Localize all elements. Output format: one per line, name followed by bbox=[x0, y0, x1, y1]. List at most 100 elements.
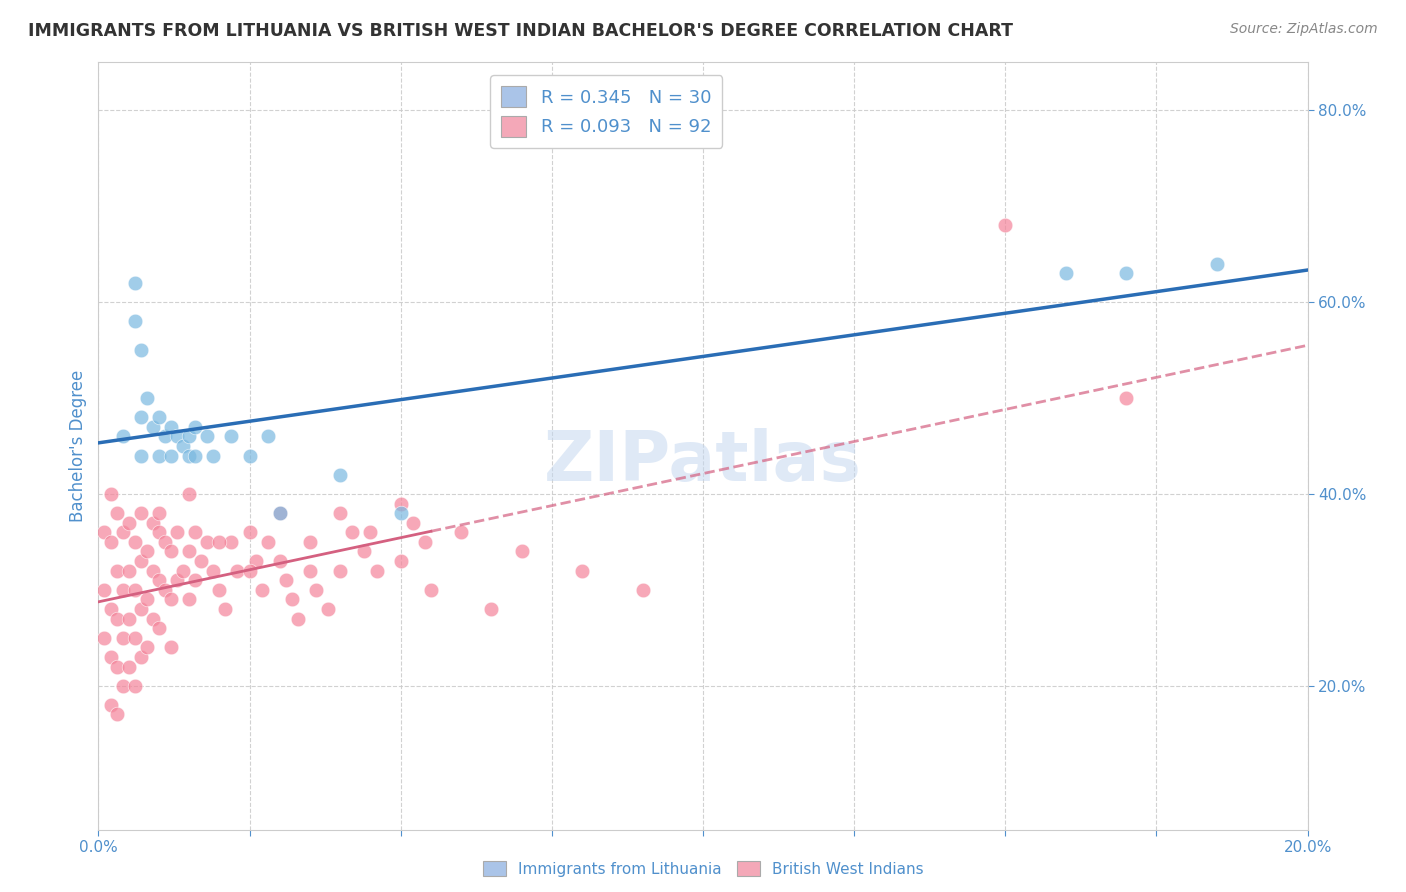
Point bbox=[153, 582, 176, 597]
Point bbox=[413, 535, 436, 549]
Point bbox=[111, 525, 134, 540]
Point bbox=[105, 707, 128, 722]
Point bbox=[129, 554, 152, 568]
Point bbox=[124, 631, 146, 645]
Point bbox=[179, 544, 201, 558]
Point bbox=[221, 429, 243, 443]
Point bbox=[389, 496, 412, 510]
Point bbox=[105, 659, 128, 673]
Point bbox=[148, 410, 170, 425]
Point bbox=[256, 535, 278, 549]
Point bbox=[93, 631, 115, 645]
Point bbox=[184, 420, 207, 434]
Point bbox=[287, 612, 309, 626]
Point bbox=[142, 564, 165, 578]
Point bbox=[111, 429, 134, 443]
Point bbox=[135, 391, 157, 405]
Point bbox=[179, 487, 201, 501]
Point bbox=[100, 649, 122, 664]
Point bbox=[179, 592, 201, 607]
Y-axis label: Bachelor's Degree: Bachelor's Degree bbox=[69, 370, 87, 522]
Point bbox=[450, 525, 472, 540]
Point bbox=[166, 525, 188, 540]
Point bbox=[184, 574, 207, 588]
Text: Source: ZipAtlas.com: Source: ZipAtlas.com bbox=[1230, 22, 1378, 37]
Point bbox=[166, 574, 188, 588]
Text: ZIPatlas: ZIPatlas bbox=[544, 428, 862, 495]
Point bbox=[118, 612, 141, 626]
Point bbox=[124, 314, 146, 328]
Point bbox=[100, 602, 122, 616]
Point bbox=[195, 429, 218, 443]
Point bbox=[305, 582, 328, 597]
Point bbox=[124, 582, 146, 597]
Point bbox=[100, 698, 122, 712]
Point bbox=[111, 679, 134, 693]
Point bbox=[111, 631, 134, 645]
Point bbox=[208, 582, 231, 597]
Point bbox=[160, 449, 183, 463]
Point bbox=[93, 525, 115, 540]
Point bbox=[129, 343, 152, 357]
Point bbox=[118, 564, 141, 578]
Point bbox=[214, 602, 236, 616]
Point bbox=[111, 582, 134, 597]
Point bbox=[135, 544, 157, 558]
Point bbox=[389, 506, 412, 520]
Point bbox=[269, 554, 291, 568]
Point bbox=[93, 582, 115, 597]
Point bbox=[571, 564, 593, 578]
Legend: Immigrants from Lithuania, British West Indians: Immigrants from Lithuania, British West … bbox=[475, 853, 931, 884]
Point bbox=[179, 429, 201, 443]
Point bbox=[402, 516, 425, 530]
Point bbox=[221, 535, 243, 549]
Point bbox=[299, 535, 322, 549]
Point bbox=[129, 449, 152, 463]
Point bbox=[269, 506, 291, 520]
Point bbox=[274, 574, 297, 588]
Legend: R = 0.345   N = 30, R = 0.093   N = 92: R = 0.345 N = 30, R = 0.093 N = 92 bbox=[491, 75, 723, 148]
Point bbox=[481, 602, 503, 616]
Point bbox=[256, 429, 278, 443]
Point bbox=[129, 649, 152, 664]
Point bbox=[135, 592, 157, 607]
Point bbox=[148, 449, 170, 463]
Point bbox=[129, 602, 152, 616]
Point bbox=[1054, 266, 1077, 280]
Point bbox=[172, 564, 194, 578]
Point bbox=[226, 564, 249, 578]
Point bbox=[239, 449, 262, 463]
Point bbox=[124, 535, 146, 549]
Point bbox=[202, 449, 225, 463]
Point bbox=[124, 679, 146, 693]
Point bbox=[245, 554, 267, 568]
Point bbox=[389, 554, 412, 568]
Point bbox=[329, 506, 352, 520]
Point bbox=[239, 564, 262, 578]
Point bbox=[510, 544, 533, 558]
Point bbox=[1115, 266, 1137, 280]
Point bbox=[281, 592, 304, 607]
Point bbox=[360, 525, 382, 540]
Point bbox=[208, 535, 231, 549]
Point bbox=[160, 420, 183, 434]
Point bbox=[353, 544, 375, 558]
Point bbox=[1115, 391, 1137, 405]
Point bbox=[148, 621, 170, 635]
Point bbox=[269, 506, 291, 520]
Point bbox=[329, 467, 352, 482]
Point bbox=[153, 429, 176, 443]
Point bbox=[342, 525, 364, 540]
Point bbox=[184, 449, 207, 463]
Point bbox=[100, 535, 122, 549]
Point bbox=[195, 535, 218, 549]
Point bbox=[184, 525, 207, 540]
Point bbox=[160, 592, 183, 607]
Point bbox=[105, 564, 128, 578]
Point bbox=[299, 564, 322, 578]
Point bbox=[142, 516, 165, 530]
Point bbox=[366, 564, 388, 578]
Point bbox=[148, 506, 170, 520]
Point bbox=[153, 535, 176, 549]
Point bbox=[118, 516, 141, 530]
